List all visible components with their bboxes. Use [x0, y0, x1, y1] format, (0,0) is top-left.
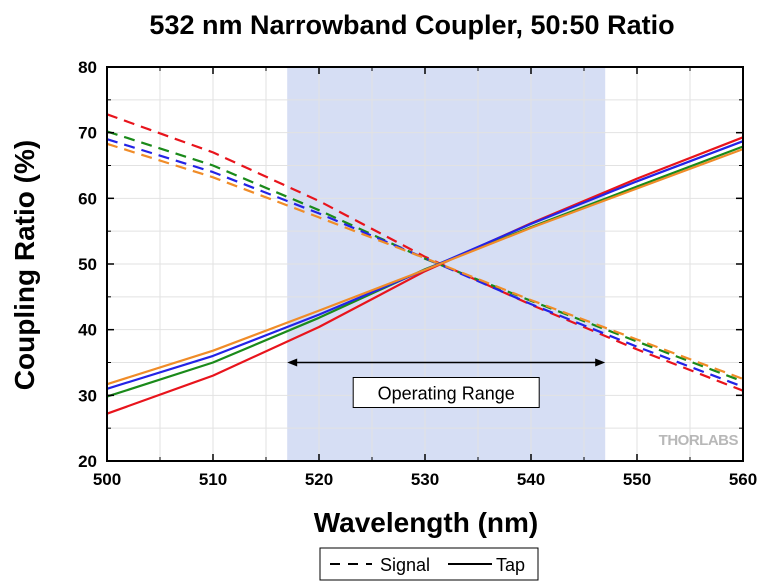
plot-area: Operating Range THORLABS 500 510 520 530 540 55… [78, 58, 757, 489]
y-axis-title: Coupling Ratio (%) [9, 140, 40, 390]
y-tick-label: 50 [78, 255, 97, 274]
x-tick-label: 530 [411, 470, 439, 489]
legend: Signal Tap [319, 547, 539, 581]
x-tick-label: 510 [199, 470, 227, 489]
x-tick-label: 520 [305, 470, 333, 489]
y-tick-label: 20 [78, 452, 97, 471]
signal-series-line-3 [106, 142, 744, 380]
chart-title: 532 nm Narrowband Coupler, 50:50 Ratio [149, 10, 674, 40]
signal-series-line-1 [106, 130, 744, 383]
x-tick-label: 500 [93, 470, 121, 489]
x-tick-label: 560 [729, 470, 757, 489]
x-tick-label: 540 [517, 470, 545, 489]
operating-range-arrowhead-left [287, 358, 298, 367]
x-tick-label: 550 [623, 470, 651, 489]
signal-series-line-0 [106, 113, 744, 392]
tap-series-line-4 [106, 136, 744, 415]
x-axis-title: Wavelength (nm) [314, 507, 539, 538]
y-tick-label: 40 [78, 321, 97, 340]
legend-tap-label: Tap [496, 555, 525, 575]
thorlabs-logo: THORLABS [659, 432, 739, 449]
legend-signal-label: Signal [380, 555, 430, 575]
operating-range-label-box [352, 377, 540, 408]
y-tick-label: 70 [78, 124, 97, 143]
operating-range-arrowhead-right [595, 358, 606, 367]
y-tick-label: 60 [78, 189, 97, 208]
tap-series-line-7 [106, 148, 744, 386]
y-tick-label: 80 [78, 58, 97, 77]
y-tick-label: 30 [78, 386, 97, 405]
operating-range-label: Operating Range [378, 384, 515, 404]
signal-series-line-2 [106, 138, 744, 388]
